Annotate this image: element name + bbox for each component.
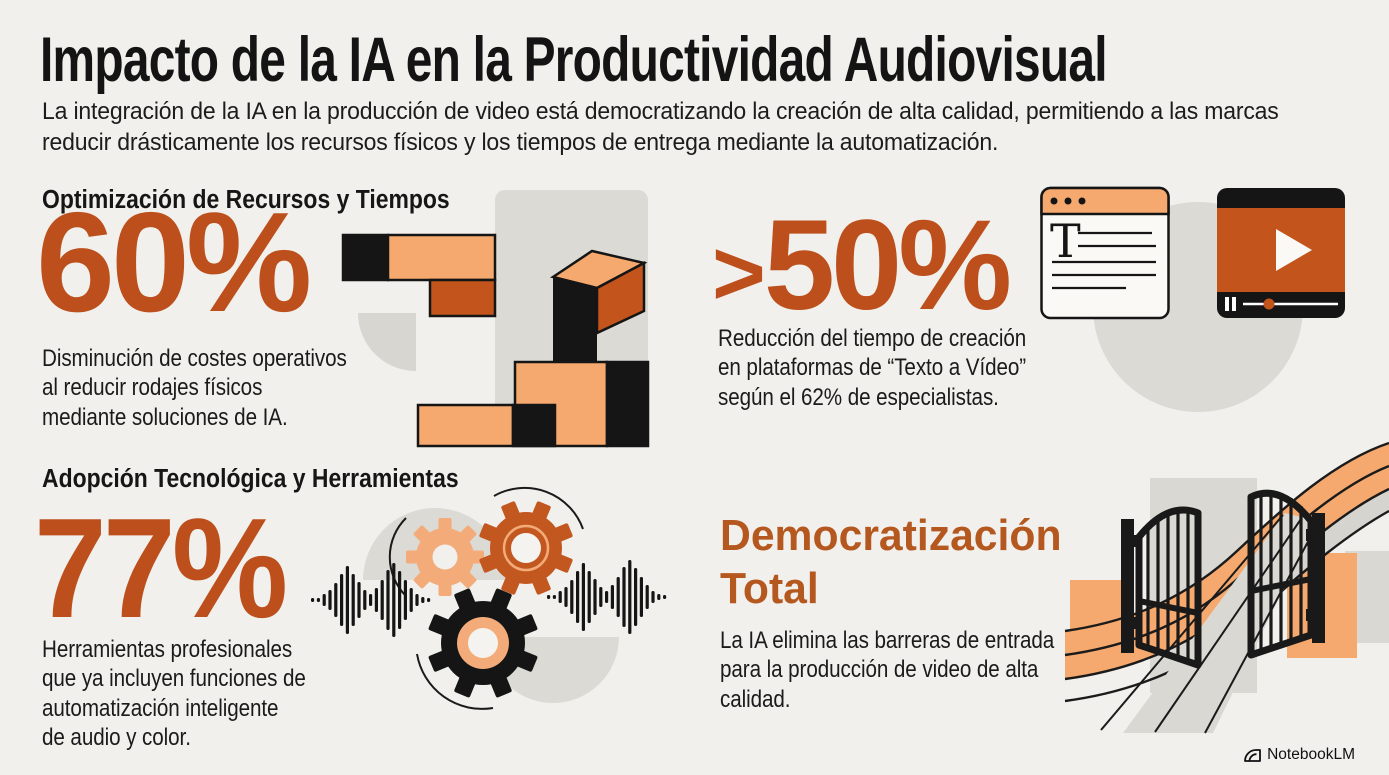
section-description-optimizacion: Disminución de costes operativos al redu…	[42, 345, 347, 431]
footer-brand-label: NotebookLM	[1267, 746, 1355, 763]
section-heading-optimizacion: Optimización de Recursos y Tiempos	[42, 186, 450, 214]
stat-value-77: 77%	[34, 489, 288, 648]
section-description-texto-a-video: Reducción del tiempo de creación en plat…	[718, 325, 1027, 411]
waveform-icon	[311, 560, 667, 637]
block-bars	[341, 233, 497, 318]
block-bars-bottom	[416, 360, 650, 448]
stat-value-50: >50%	[712, 194, 1012, 337]
gray-quarter-shape	[358, 313, 416, 371]
pause-icon	[1225, 297, 1236, 311]
cube-and-column	[549, 249, 648, 362]
video-player-icon	[1217, 188, 1345, 318]
footer-brand: NotebookLM	[1243, 746, 1355, 764]
section-heading-democratizacion: Democratización Total	[720, 511, 1062, 613]
blocks-illustration	[341, 190, 650, 448]
gear-icon-black	[428, 588, 538, 698]
gate-icon-right	[1247, 489, 1325, 659]
page-title: Impacto de la IA en la Productividad Aud…	[40, 25, 1108, 95]
stat-value-60: 60%	[36, 183, 312, 342]
gear-icon-orange	[479, 501, 573, 595]
open-gates-illustration	[1064, 441, 1389, 734]
text-to-video-illustration: T	[1040, 186, 1345, 412]
gate-icon-left	[1121, 506, 1202, 669]
page-subtitle: La integración de la IA en la producción…	[42, 98, 1279, 157]
progress-dot	[1263, 298, 1275, 310]
section-description-democratizacion: La IA elimina las barreras de entrada pa…	[720, 627, 1055, 713]
section-description-adopcion: Herramientas profesionales que ya incluy…	[42, 636, 306, 751]
gear-icon-peach	[406, 518, 484, 596]
svg-text:T: T	[1050, 214, 1081, 268]
notebooklm-logo-icon	[1244, 748, 1262, 762]
play-icon	[1276, 229, 1312, 271]
section-heading-adopcion: Adopción Tecnológica y Herramientas	[42, 465, 459, 493]
document-icon: T	[1040, 186, 1170, 320]
gears-audio-illustration	[311, 486, 667, 710]
greater-than-sign: >	[712, 221, 766, 325]
